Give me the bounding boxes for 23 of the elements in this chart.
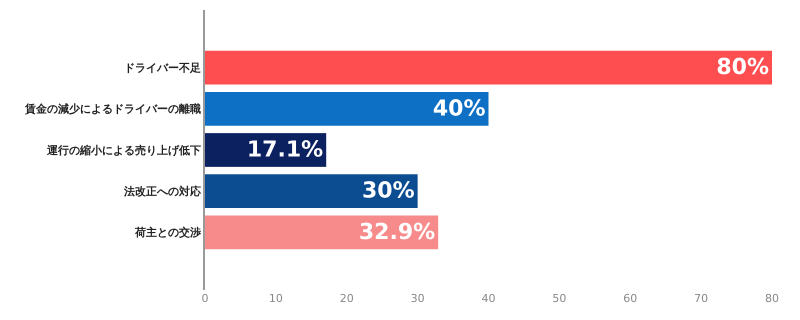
x-tick-label: 60 <box>623 292 638 305</box>
y-tick-label: 賃金の減少によるドライバーの離職 <box>24 102 201 116</box>
data-label: 30% <box>362 178 415 204</box>
x-tick-label: 30 <box>410 292 425 305</box>
x-tick-label: 40 <box>482 292 496 305</box>
bar <box>205 174 418 208</box>
data-label: 80% <box>716 55 769 80</box>
x-tick-label: 0 <box>202 292 208 305</box>
x-tick-label: 20 <box>340 292 354 305</box>
data-label: 32.9% <box>358 220 436 245</box>
data-label: 40% <box>432 96 486 122</box>
y-tick-label: 荷主との交渉 <box>134 226 201 240</box>
x-tick-label: 10 <box>268 292 283 305</box>
y-tick-label: ドライバー不足 <box>124 62 201 74</box>
y-tick-label: 運行の縮小による売り上げ低下 <box>46 144 201 157</box>
data-label: 17.1% <box>246 138 324 162</box>
x-tick-label: 80 <box>765 292 779 305</box>
y-tick-label: 法改正への対応 <box>122 185 202 198</box>
bar <box>205 50 772 85</box>
x-tick-label: 50 <box>552 292 566 305</box>
bar <box>205 92 488 126</box>
bar <box>205 215 438 250</box>
x-tick-label: 70 <box>694 292 708 305</box>
